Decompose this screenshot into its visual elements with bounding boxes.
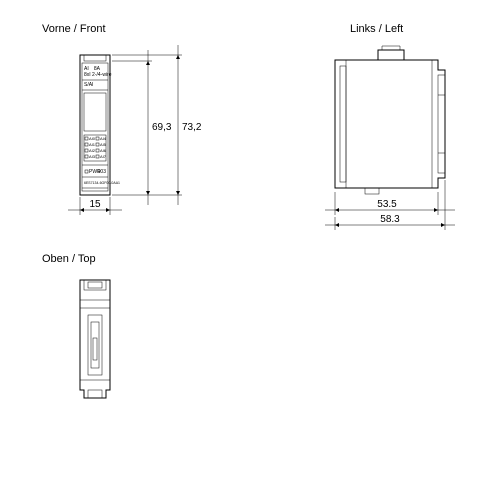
svg-text:AI3: AI3 [89,154,96,159]
front-view: AI 8A 8xI 2-/4-wire S/AI AI0 AI4 AI1 AI5… [80,55,120,195]
top-view [80,280,110,398]
left-view [335,46,445,194]
svg-text:AI1: AI1 [89,142,96,147]
svg-text:AI5: AI5 [100,142,107,147]
top-view-label: Oben / Top [42,253,96,265]
svg-text:AI2: AI2 [89,148,96,153]
part-number: 6ES7134-6GF00-0AA1 [84,181,120,185]
left-view-label: Links / Left [350,23,403,35]
dim-left-inner: 53.5 [377,199,397,210]
svg-text:AI4: AI4 [100,136,107,141]
dim-front-height-inner: 69,3 [152,122,172,133]
svg-text:AI0: AI0 [89,136,96,141]
dim-front-width: 15 [89,199,101,210]
svg-text:AI6: AI6 [100,148,107,153]
front-view-label: Vorne / Front [42,23,106,35]
module-desc: 8xI 2-/4-wire [84,72,112,78]
dim-left-outer: 58.3 [380,214,400,225]
right-small: 003 [98,169,107,175]
svg-text:AI7: AI7 [100,154,107,159]
module-section: S/AI [84,82,93,88]
drawing-canvas: Vorne / Front AI 8A 8xI 2-/4-wire S/AI A… [0,0,500,500]
dim-front-height-outer: 73,2 [182,122,202,133]
